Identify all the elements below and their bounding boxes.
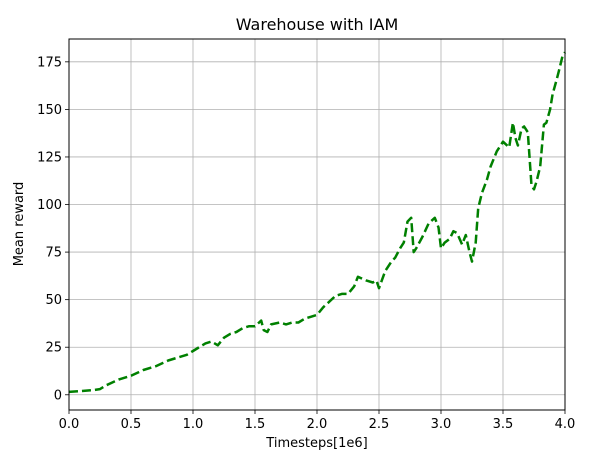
- x-axis-label: Timesteps[1e6]: [265, 436, 367, 451]
- x-tick-label: 1.5: [245, 417, 266, 432]
- chart-title: Warehouse with IAM: [236, 15, 399, 34]
- x-tick-label: 3.0: [431, 417, 452, 432]
- x-tick-label: 1.0: [183, 417, 204, 432]
- x-tick-label: 4.0: [555, 417, 576, 432]
- grid-lines: [68, 39, 566, 410]
- x-tick-label: 3.5: [493, 417, 514, 432]
- y-tick-label: 0: [54, 388, 62, 403]
- y-tick-label: 175: [37, 55, 62, 70]
- axis-ticks: 0.0 0.5 1.0 1.5 2.0 2.5 3.0 3.5 4.0 0 25 50 75 100 125…: [37, 55, 575, 432]
- y-tick-label: 150: [37, 103, 62, 118]
- y-tick-label: 75: [45, 246, 62, 261]
- y-tick-label: 125: [37, 150, 62, 165]
- series-layer: [68, 51, 567, 394]
- reward-series-line: [68, 51, 567, 394]
- x-tick-label: 0.5: [121, 417, 142, 432]
- y-tick-label: 25: [45, 341, 62, 356]
- x-tick-label: 2.5: [369, 417, 390, 432]
- x-tick-label: 0.0: [59, 417, 80, 432]
- x-tick-label: 2.0: [307, 417, 328, 432]
- y-axis-label: Mean reward: [12, 182, 27, 267]
- y-tick-label: 100: [37, 198, 62, 213]
- y-tick-label: 50: [45, 293, 62, 308]
